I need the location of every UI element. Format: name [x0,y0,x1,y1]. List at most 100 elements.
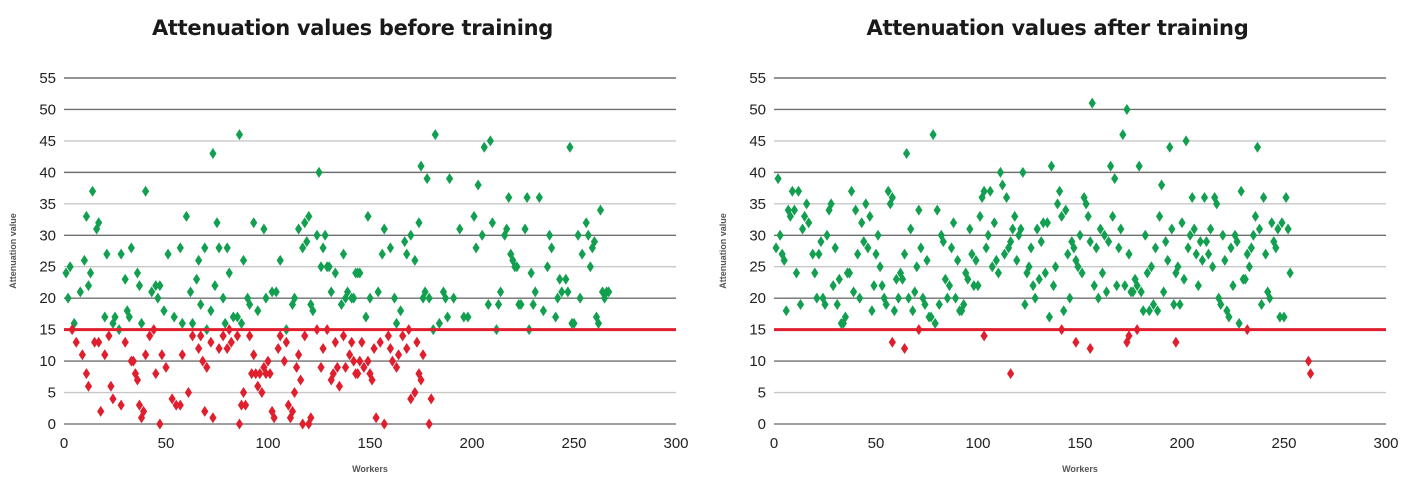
data-point-above [978,192,986,204]
data-point-above [235,129,244,141]
data-point-below [1072,336,1080,348]
data-point-above [1115,242,1123,254]
data-point-above [872,248,880,260]
data-point-above [76,286,84,298]
data-point-below [301,330,309,342]
data-point-above [272,286,280,298]
data-point-below [1007,368,1015,380]
data-point-above [201,242,209,254]
data-point-below [288,405,297,417]
data-point-above [1119,129,1127,141]
data-point-above [1027,242,1035,254]
data-point-above [148,286,156,298]
data-point-above [441,292,450,304]
data-point-above [878,280,886,292]
data-point-above [478,229,486,241]
data-point-below [133,374,142,386]
data-point-below [72,336,80,348]
x-tick-label: 0 [770,435,778,452]
y-tick-label: 30 [749,227,766,244]
chart-before-plot: 0 5 10 15 20 25 30 35 40 45 50 55 0 50 100 150 200 250 300… [8,70,689,474]
data-point-above [1094,292,1102,304]
data-point-above [1102,286,1111,298]
data-point-above [1186,229,1194,241]
y-tick-label: 5 [48,385,56,402]
data-point-below [197,330,205,342]
data-point-below [394,349,403,361]
data-point-above [419,292,427,304]
y-tick-label: 35 [749,196,766,213]
data-point-below [317,361,325,373]
data-point-above [325,261,333,273]
data-point-above [1019,166,1027,178]
data-point-above [305,210,313,222]
data-point-above [505,192,513,204]
data-point-above [188,317,197,329]
data-point-above [513,261,521,273]
data-point-below [176,399,184,411]
data-point-below [1123,336,1131,348]
data-point-above [992,254,1000,266]
data-point-above [1241,273,1249,285]
data-point-above [211,280,219,292]
data-point-above [798,223,807,235]
y-tick-label: 50 [749,101,766,118]
data-point-above [964,273,972,285]
data-point-above [1000,248,1009,260]
data-point-above [1168,223,1176,235]
data-point-above [327,286,335,298]
data-point-above [1107,160,1115,172]
data-point-above [900,248,909,260]
data-point-above [209,147,217,159]
data-point-above [484,298,492,310]
data-point-below [246,330,254,342]
data-point-above [862,198,870,210]
data-point-above [66,261,74,273]
y-tick-label: 5 [758,385,766,402]
data-point-below [292,361,301,373]
data-point-above [494,298,503,310]
data-point-above [317,261,325,273]
data-point-above [605,286,613,298]
data-point-above [1192,248,1200,260]
data-point-below [162,361,170,373]
data-point-above [1096,223,1104,235]
data-point-above [1247,242,1255,254]
data-point-above [1213,198,1221,210]
data-point-above [976,210,984,222]
data-point-below [1086,343,1094,355]
data-point-above [780,254,788,266]
data-point-below [1125,330,1133,342]
data-point-above [990,217,998,229]
data-point-above [1151,242,1160,254]
data-point-below [329,368,337,380]
data-point-above [1078,267,1086,279]
data-point-above [341,292,350,304]
data-point-above [784,204,792,216]
y-tick-label: 50 [39,101,56,118]
data-point-above [958,305,966,317]
data-point-below [392,361,401,373]
data-point-above [1155,210,1164,222]
data-point-above [488,217,496,229]
data-point-above [1021,298,1029,310]
data-point-above [827,198,835,210]
data-point-above [974,280,982,292]
data-point-above [1268,217,1276,229]
data-point-above [1090,280,1098,292]
data-point-above [970,280,978,292]
data-point-below [372,412,380,424]
data-point-above [523,192,531,204]
data-point-below [215,343,223,355]
data-point-above [1166,141,1174,153]
data-point-below [268,405,276,417]
data-point-above [584,229,592,241]
data-point-above [1217,298,1225,310]
y-tick-label: 10 [749,353,766,370]
data-point-above [915,204,923,216]
data-point-below [1306,368,1315,380]
data-point-below [354,368,362,380]
data-point-below [427,393,435,405]
data-point-above [1198,254,1206,266]
data-point-above [890,305,898,317]
